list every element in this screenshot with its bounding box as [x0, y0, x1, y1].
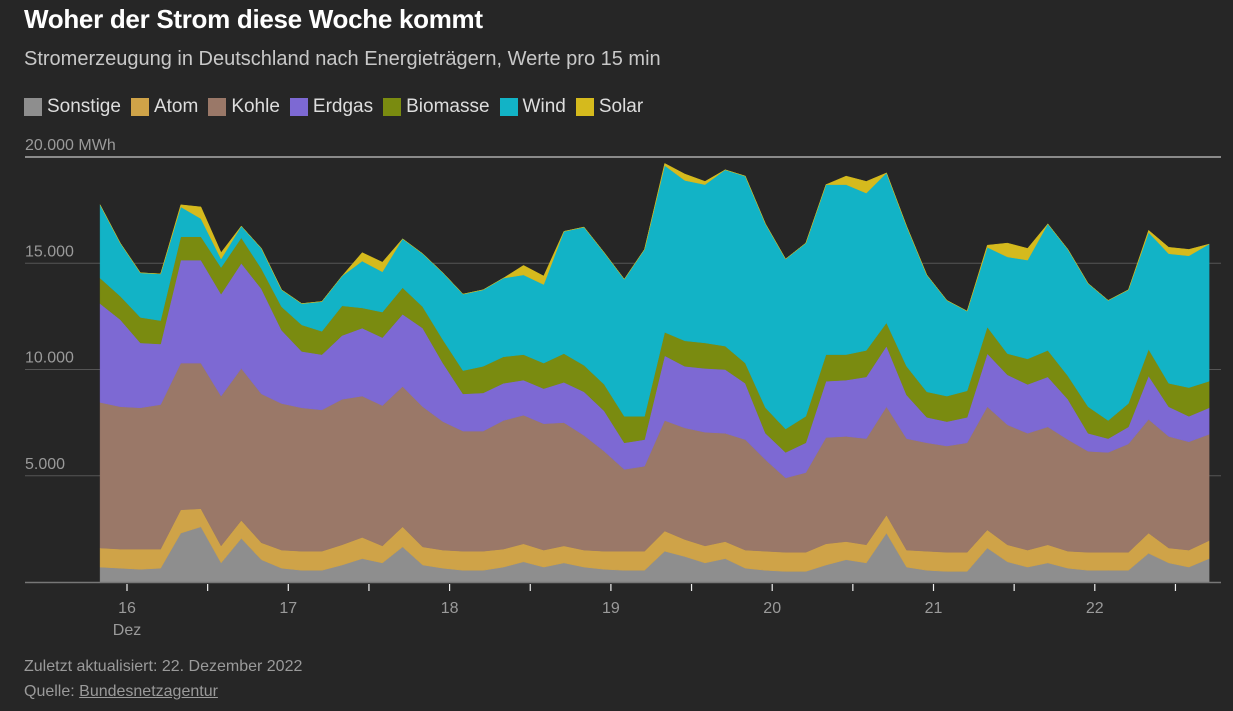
- x-tick-label: 18: [441, 600, 459, 617]
- legend-label: Sonstige: [47, 96, 121, 117]
- source-label: Quelle:: [24, 683, 80, 700]
- y-tick-label: 10.000: [25, 350, 74, 367]
- legend-item-atom: Atom: [130, 96, 199, 118]
- legend-swatch: [499, 98, 518, 116]
- chart-subtitle: Stromerzeugung in Deutschland nach Energ…: [24, 48, 661, 70]
- legend-swatch: [289, 98, 308, 116]
- x-tick-sublabel: Dez: [113, 622, 141, 639]
- legend-item-erdgas: Erdgas: [289, 96, 374, 118]
- legend-label: Atom: [153, 96, 199, 117]
- legend-swatch: [130, 98, 149, 116]
- y-tick-label: 5.000: [25, 456, 65, 473]
- legend-item-sonstige: Sonstige: [24, 96, 121, 118]
- legend-swatch: [24, 98, 42, 116]
- x-axis: 16 Dez 17 18 19 20 21 22: [25, 581, 1221, 639]
- legend-label: Biomasse: [406, 96, 490, 117]
- last-updated: Zuletzt aktualisiert: 22. Dezember 2022: [24, 658, 303, 675]
- y-tick-label: 15.000: [25, 243, 74, 260]
- x-tick-label: 21: [925, 600, 943, 617]
- legend-label: Wind: [522, 96, 566, 117]
- legend-swatch: [575, 98, 594, 116]
- x-tick-label: 17: [279, 600, 297, 617]
- legend-label: Solar: [598, 96, 644, 117]
- areas: [99, 163, 1210, 583]
- y-tick-label: 20.000 MWh: [25, 137, 116, 154]
- x-tick-label: 22: [1086, 600, 1104, 617]
- x-tick-label: 19: [602, 600, 620, 617]
- source-line: Quelle: Bundesnetzagentur: [24, 683, 218, 701]
- legend-item-biomasse: Biomasse: [383, 96, 490, 118]
- legend-swatch: [208, 98, 227, 116]
- legend-item-kohle: Kohle: [208, 96, 280, 118]
- legend-swatch: [383, 98, 402, 116]
- x-tick-label: 20: [763, 600, 781, 617]
- legend: Sonstige Atom Kohle Erdgas Biomasse Wind Solar: [24, 96, 643, 118]
- legend-label: Kohle: [231, 96, 280, 117]
- source-link[interactable]: Bundesnetzagentur: [79, 683, 218, 700]
- legend-item-solar: Solar: [575, 96, 644, 118]
- legend-label: Erdgas: [312, 96, 374, 117]
- area-solar: [99, 163, 1210, 312]
- chart-title: Woher der Strom diese Woche kommt: [24, 4, 483, 34]
- x-tick-label: 16: [118, 600, 136, 617]
- legend-item-wind: Wind: [499, 96, 566, 118]
